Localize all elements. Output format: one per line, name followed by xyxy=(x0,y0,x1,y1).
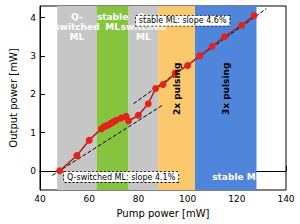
svg-text:Pump power [mW]: Pump power [mW] xyxy=(117,208,210,219)
svg-text:3: 3 xyxy=(30,51,36,61)
svg-text:4: 4 xyxy=(30,13,36,23)
svg-text:ML: ML xyxy=(105,22,120,32)
svg-text:2: 2 xyxy=(30,89,36,99)
svg-text:Q-switched ML: slope 4.1%: Q-switched ML: slope 4.1% xyxy=(67,173,176,182)
svg-text:switched: switched xyxy=(120,22,166,32)
svg-text:stable ML: stable ML xyxy=(212,172,261,182)
svg-text:ML: ML xyxy=(70,32,85,42)
svg-text:140: 140 xyxy=(277,194,294,204)
svg-text:60: 60 xyxy=(83,194,95,204)
svg-text:stable: stable xyxy=(97,12,128,22)
svg-text:Q-: Q- xyxy=(71,12,83,22)
svg-text:0: 0 xyxy=(30,166,36,176)
svg-text:100: 100 xyxy=(179,194,196,204)
svg-text:40: 40 xyxy=(34,194,46,204)
svg-text:3x pulsing: 3x pulsing xyxy=(221,63,231,115)
svg-text:120: 120 xyxy=(228,194,245,204)
svg-text:Output power [mW]: Output power [mW] xyxy=(8,48,19,148)
svg-text:ML: ML xyxy=(136,32,151,42)
svg-text:1: 1 xyxy=(30,128,36,138)
svg-text:stable ML: slope 4.6%: stable ML: slope 4.6% xyxy=(139,16,227,25)
svg-text:80: 80 xyxy=(133,194,145,204)
svg-text:2x pulsing: 2x pulsing xyxy=(172,63,182,115)
svg-text:switched: switched xyxy=(54,22,99,32)
